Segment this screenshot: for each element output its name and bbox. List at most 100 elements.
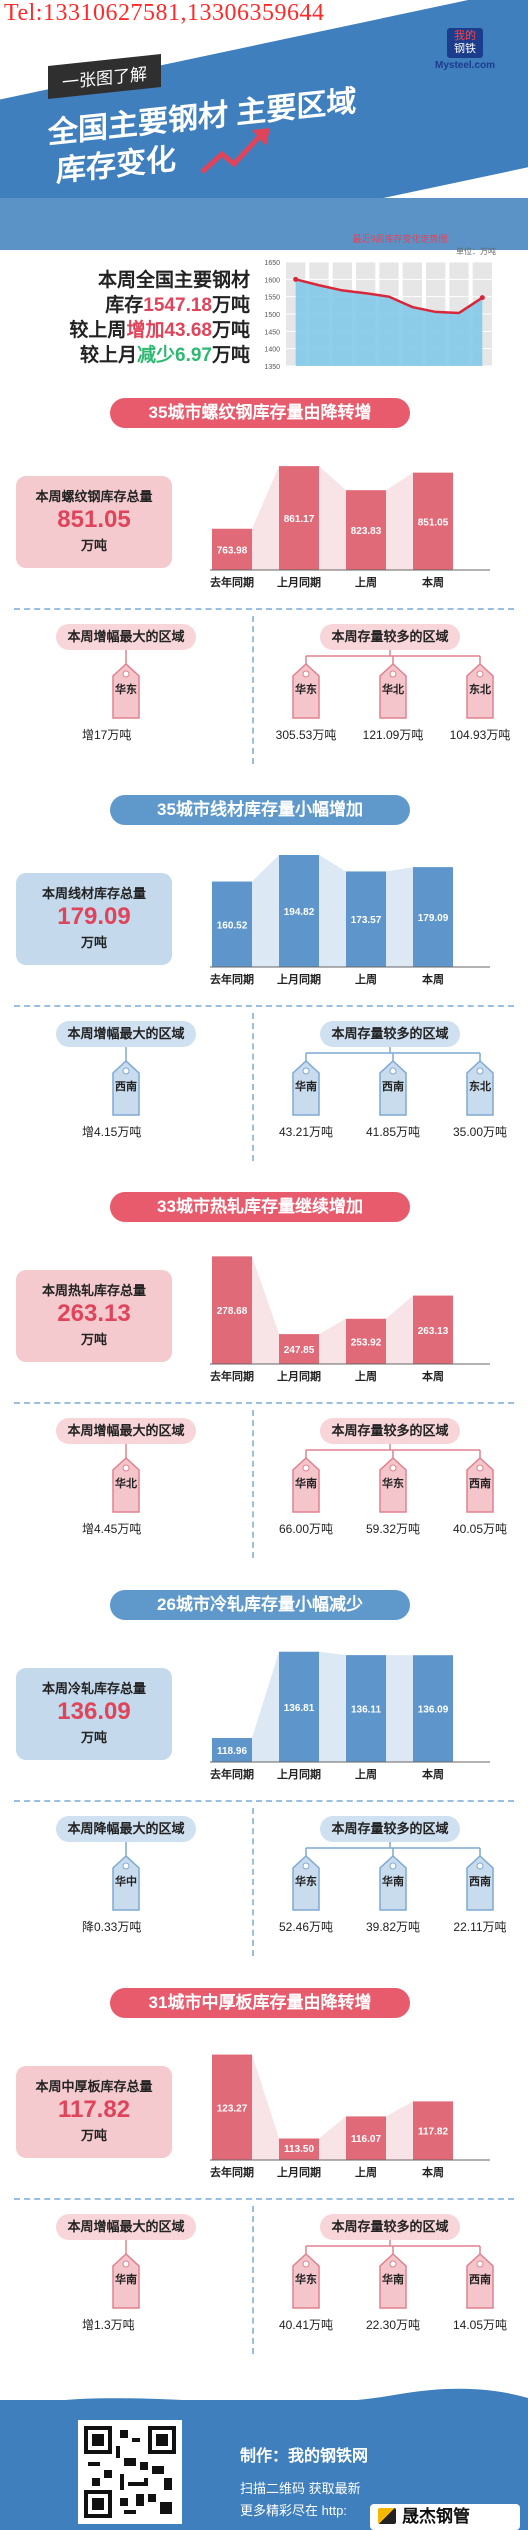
bar-value-label: 136.11 xyxy=(351,1705,381,1716)
region-name: 华中 xyxy=(115,1876,137,1888)
bar-category-label: 上周 xyxy=(355,2165,377,2179)
tag-shape-icon xyxy=(466,662,494,719)
bar xyxy=(346,871,386,967)
tag-shape-icon xyxy=(292,1854,320,1911)
region-name: 华东 xyxy=(382,1478,404,1490)
bar xyxy=(279,855,319,967)
total-label: 本周线材库存总量 xyxy=(41,886,146,901)
region-name: 西南 xyxy=(469,1876,491,1888)
total-inventory-box: 本周螺纹钢库存总量 851.05 万吨 xyxy=(16,476,172,568)
dashed-divider xyxy=(252,1013,254,1161)
summary-line3: 较上周增加43.68万吨 xyxy=(30,318,250,343)
tag-shape-icon xyxy=(466,1456,494,1513)
qr-code[interactable] xyxy=(78,2420,182,2524)
mini-chart-point xyxy=(293,276,299,282)
bar-category-label: 上月同期 xyxy=(277,1767,321,1781)
bar-value-label: 136.09 xyxy=(418,1705,449,1716)
bar xyxy=(346,1655,386,1762)
phone-number: Tel:13310627581,13306359644 xyxy=(4,0,325,26)
footer-more-link[interactable]: 更多精彩尽在 http: xyxy=(240,2503,347,2518)
total-label: 本周螺纹钢库存总量 xyxy=(35,489,153,504)
mysteel-logo: 我的 钢铁 Mysteel.com xyxy=(430,28,500,71)
bar-category-label: 本周 xyxy=(422,575,444,589)
bar-chart-svg: 160.52 去年同期 194.82 上月同期 173.57 上周 179.09 本周 xyxy=(210,855,490,986)
bar-value-label: 278.68 xyxy=(217,1306,248,1317)
bar-chart: 118.96 去年同期 136.81 上月同期 136.11 上周 136.09 本周 xyxy=(210,1634,490,1784)
connector-lines xyxy=(125,1047,481,1061)
mini-trend-chart: 1650 1600 1550 1500 1450 1400 1350 xyxy=(264,260,494,371)
summary-line1: 本周全国主要钢材 xyxy=(97,270,250,291)
section-title: 35城市线材库存量小幅增加 xyxy=(110,795,410,825)
left-region-pill: 本周增幅最大的区域 xyxy=(56,1418,196,1444)
bar xyxy=(413,2101,453,2160)
region-name: 西南 xyxy=(382,1081,404,1093)
section-title: 31城市中厚板库存量由降转增 xyxy=(110,1988,410,2018)
region-tag: 华北 xyxy=(378,662,408,720)
total-inventory-box: 本周中厚板库存总量 117.82 万吨 xyxy=(16,2066,172,2158)
total-inventory-box: 本周热轧库存总量 263.13 万吨 xyxy=(16,1270,172,1362)
bar-value-label: 851.05 xyxy=(418,517,449,528)
tag-shape-icon xyxy=(379,662,407,719)
left-region-pill: 本周增幅最大的区域 xyxy=(56,624,196,650)
region-tag: 西南 xyxy=(378,1059,408,1117)
region-name: 华南 xyxy=(115,2274,137,2286)
region-tag: 华南 xyxy=(111,2252,141,2310)
bar xyxy=(279,1334,319,1364)
region-tag: 西南 xyxy=(465,1456,495,1514)
summary-text: 本周全国主要钢材 库存1547.18万吨 较上周增加43.68万吨 较上月减少6… xyxy=(30,268,250,368)
bar-category-label: 上月同期 xyxy=(277,972,321,986)
bar-value-label: 117.82 xyxy=(418,2127,448,2138)
region-name: 西南 xyxy=(115,1081,137,1093)
tag-shape-icon xyxy=(112,1059,140,1116)
region-row: 本周增幅最大的区域 本周存量较多的区域 华东 增17万吨 华东 305.53万吨 华北 121… xyxy=(0,608,528,770)
bar-value-label: 194.82 xyxy=(284,907,315,918)
dashed-divider xyxy=(14,1800,514,1802)
total-inventory-box: 本周线材库存总量 179.09 万吨 xyxy=(16,873,172,965)
total-value: 851.05 xyxy=(57,506,131,533)
total-value: 179.09 xyxy=(57,903,131,930)
bar-chart: 763.98 去年同期 861.17 上月同期 823.83 上周 851.05 本周 xyxy=(210,442,490,592)
footer-wave xyxy=(0,2388,528,2420)
region-row: 本周增幅最大的区域 本周存量较多的区域 华北 增4.45万吨 华南 66.00万吨 华东 59… xyxy=(0,1402,528,1564)
region-name: 华南 xyxy=(295,1478,317,1490)
tag-shape-icon xyxy=(292,662,320,719)
bar xyxy=(212,2054,252,2160)
region-stock-value: 52.46万吨 xyxy=(278,1920,334,1934)
summary-line2-unit: 万吨 xyxy=(211,295,250,316)
dashed-divider xyxy=(252,616,254,764)
summary-line3-prefix: 较上周 xyxy=(69,320,127,341)
mini-chart-unit: 单位：万吨 xyxy=(456,247,496,256)
region-name: 华北 xyxy=(382,684,404,696)
bar xyxy=(413,1295,453,1364)
bar-category-label: 上周 xyxy=(355,1369,377,1383)
bar-value-label: 116.07 xyxy=(351,2134,381,2145)
bar xyxy=(212,881,252,967)
region-name: 西南 xyxy=(469,2274,491,2286)
summary-weekly-change: 增加43.68 xyxy=(126,320,212,341)
bar-value-label: 861.17 xyxy=(284,514,315,525)
region-tag: 华南 xyxy=(378,1854,408,1912)
region-tag: 华东 xyxy=(291,1854,321,1912)
bar-value-label: 763.98 xyxy=(217,545,248,556)
total-unit: 万吨 xyxy=(80,2128,107,2143)
brand-name: 晟杰钢管 xyxy=(402,2507,470,2526)
region-tag: 华东 xyxy=(291,2252,321,2310)
dashed-divider xyxy=(252,2206,254,2354)
region-stock-value: 43.21万吨 xyxy=(278,1125,334,1139)
bar-category-label: 上周 xyxy=(355,972,377,986)
region-name: 华南 xyxy=(295,1081,317,1093)
region-stock-value: 104.93万吨 xyxy=(449,728,511,742)
footer: 制作：我的钢铁网 扫描二维码 获取最新 更多精彩尽在 http: 晟杰钢管 xyxy=(0,2388,528,2530)
region-tag: 华南 xyxy=(291,1059,321,1117)
right-region-pill: 本周存量较多的区域 xyxy=(320,1418,460,1444)
bar-chart-area xyxy=(212,1256,453,1364)
mini-chart-ytick: 1500 xyxy=(264,312,280,319)
dashed-divider xyxy=(14,2198,514,2200)
bar-value-label: 823.83 xyxy=(351,526,382,537)
bar-chart-svg: 118.96 去年同期 136.81 上月同期 136.11 上周 136.09 本周 xyxy=(210,1651,490,1781)
tag-shape-icon xyxy=(112,1456,140,1513)
bar xyxy=(346,490,386,570)
right-region-pill: 本周存量较多的区域 xyxy=(320,1816,460,1842)
bar xyxy=(279,466,319,570)
region-stock-value: 35.00万吨 xyxy=(452,1125,508,1139)
